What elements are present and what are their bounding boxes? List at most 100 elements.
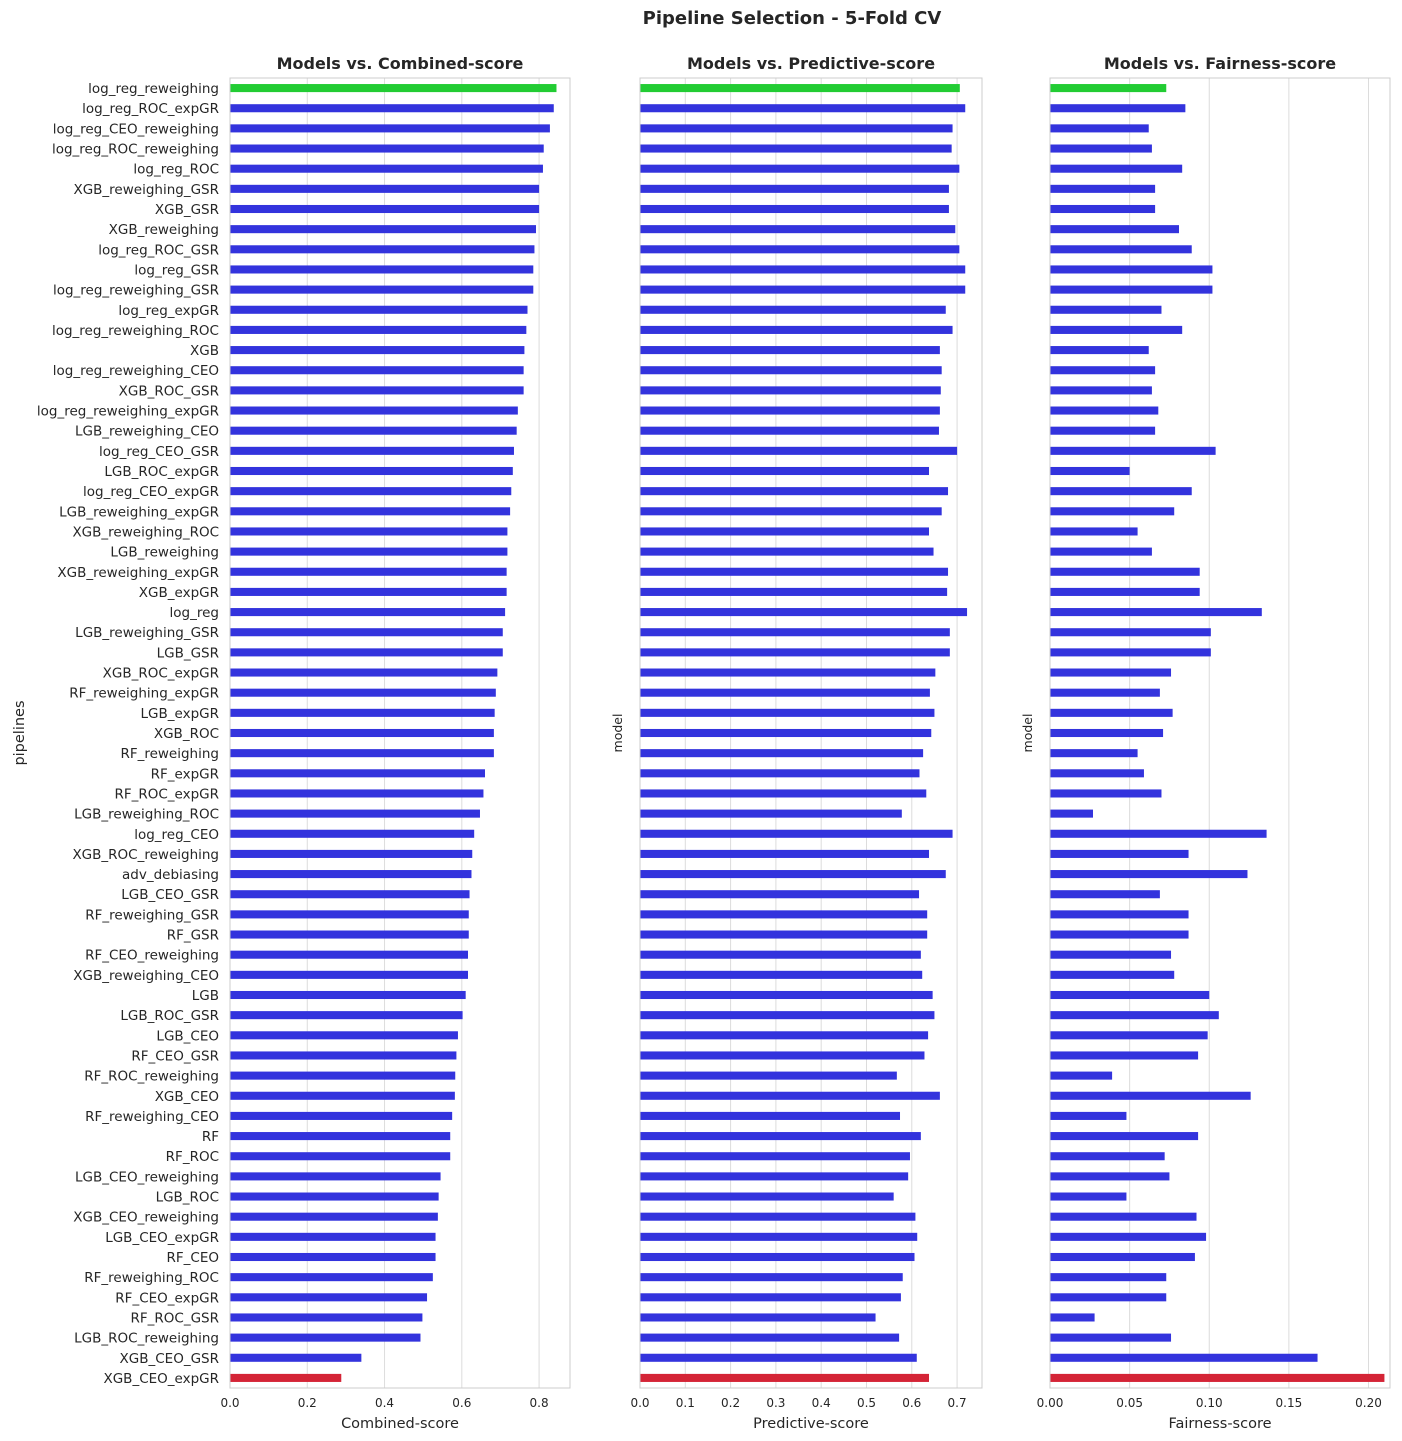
category-label: RF_expGR bbox=[151, 766, 219, 782]
bar bbox=[1050, 587, 1200, 596]
category-label: LGB_CEO_expGR bbox=[105, 1230, 219, 1246]
bar bbox=[1050, 305, 1162, 314]
bar bbox=[1050, 910, 1189, 919]
bar bbox=[230, 849, 473, 858]
category-label: log_reg_reweighing_GSR bbox=[53, 283, 219, 299]
bar bbox=[640, 285, 966, 294]
category-label: LGB_reweighing_GSR bbox=[75, 625, 219, 641]
bar bbox=[230, 1011, 463, 1020]
bar bbox=[1050, 144, 1152, 153]
bar bbox=[640, 910, 928, 919]
bar bbox=[230, 346, 525, 355]
bar bbox=[1050, 245, 1192, 254]
bar bbox=[230, 1313, 423, 1322]
bar bbox=[1050, 970, 1175, 979]
bar bbox=[230, 104, 554, 113]
bar bbox=[640, 1252, 915, 1262]
category-label: XGB_expGR bbox=[139, 585, 219, 601]
category-label: RF_reweighing_CEO bbox=[85, 1109, 219, 1125]
category-label: RF_CEO bbox=[167, 1250, 219, 1266]
x-tick-label: 0.15 bbox=[1276, 1396, 1303, 1410]
bar bbox=[230, 1132, 451, 1141]
bar bbox=[640, 950, 921, 959]
bar bbox=[230, 950, 468, 959]
x-tick-label: 0.5 bbox=[857, 1396, 876, 1410]
bar bbox=[1050, 1232, 1207, 1241]
bar bbox=[640, 507, 942, 516]
bar bbox=[640, 668, 936, 677]
bar bbox=[640, 446, 958, 455]
bar bbox=[230, 507, 511, 516]
bar bbox=[1050, 1031, 1208, 1040]
bar bbox=[230, 1333, 421, 1342]
plot-frame bbox=[1049, 77, 1391, 1389]
bar bbox=[1050, 1293, 1167, 1302]
bar bbox=[640, 225, 956, 234]
bar bbox=[640, 406, 940, 415]
bar bbox=[1050, 749, 1138, 758]
bar bbox=[640, 84, 960, 93]
bar bbox=[1050, 1313, 1095, 1322]
bar bbox=[640, 1132, 921, 1141]
bar bbox=[640, 1011, 935, 1020]
bar bbox=[640, 930, 928, 939]
bar bbox=[230, 386, 524, 395]
bar bbox=[640, 104, 966, 113]
bar bbox=[640, 1232, 918, 1241]
x-tick-label: 0.1 bbox=[676, 1396, 695, 1410]
bar bbox=[230, 184, 540, 193]
category-label: RF_GSR bbox=[167, 928, 219, 944]
bar bbox=[1050, 366, 1156, 375]
bar bbox=[1050, 608, 1262, 617]
bar bbox=[230, 910, 469, 919]
bar bbox=[1050, 386, 1152, 395]
bar bbox=[230, 265, 534, 274]
bar bbox=[230, 285, 534, 294]
bar bbox=[640, 809, 902, 818]
bar bbox=[1050, 426, 1156, 435]
chart-suptitle: Pipeline Selection - 5-Fold CV bbox=[643, 8, 942, 29]
panel-title: Models vs. Predictive-score bbox=[687, 54, 935, 73]
bar bbox=[230, 1293, 428, 1302]
bar bbox=[230, 366, 524, 375]
bar bbox=[1050, 406, 1159, 415]
category-label: RF_ROC_GSR bbox=[131, 1310, 220, 1326]
bar bbox=[640, 728, 932, 738]
chart-panel-3: 0.00 0.05 0.10 0.15 0.20 Models vs. Fairness-… bbox=[1020, 54, 1391, 1432]
x-tick-label: 0.05 bbox=[1116, 1396, 1143, 1410]
bar bbox=[640, 527, 930, 536]
category-label: XGB_CEO_GSR bbox=[120, 1351, 219, 1367]
bar bbox=[1050, 1212, 1197, 1221]
bar bbox=[230, 225, 536, 234]
category-label: log_reg_reweighing_expGR bbox=[37, 404, 219, 420]
bar bbox=[230, 446, 514, 455]
bar bbox=[1050, 1152, 1165, 1161]
category-label: LGB_CEO_reweighing bbox=[75, 1169, 219, 1185]
category-label: RF_reweighing_GSR bbox=[85, 907, 219, 923]
bar bbox=[1050, 1051, 1199, 1060]
bar bbox=[1050, 849, 1189, 858]
category-label: log_reg_ROC_GSR bbox=[98, 242, 219, 258]
bar bbox=[230, 1353, 362, 1362]
category-label: RF_reweighing_ROC bbox=[84, 1270, 219, 1286]
bar bbox=[230, 890, 470, 899]
category-label: XGB_reweighing_CEO bbox=[73, 968, 219, 984]
bar bbox=[1050, 829, 1267, 838]
bar bbox=[1050, 1373, 1385, 1382]
category-label: XGB_ROC_GSR bbox=[119, 383, 219, 399]
bar bbox=[640, 386, 941, 395]
bar bbox=[1050, 930, 1189, 939]
bar bbox=[230, 1232, 436, 1241]
bar bbox=[230, 305, 528, 314]
bar bbox=[1050, 708, 1173, 717]
bar bbox=[230, 708, 495, 717]
bar bbox=[640, 1071, 897, 1080]
bar bbox=[230, 547, 508, 556]
bar bbox=[230, 1172, 441, 1181]
bar bbox=[1050, 104, 1186, 113]
category-label: RF_CEO_expGR bbox=[115, 1290, 219, 1306]
bar bbox=[640, 144, 952, 153]
x-tick-label: 0.6 bbox=[452, 1396, 471, 1410]
bar bbox=[230, 870, 472, 879]
x-tick-label: 0.2 bbox=[298, 1396, 317, 1410]
